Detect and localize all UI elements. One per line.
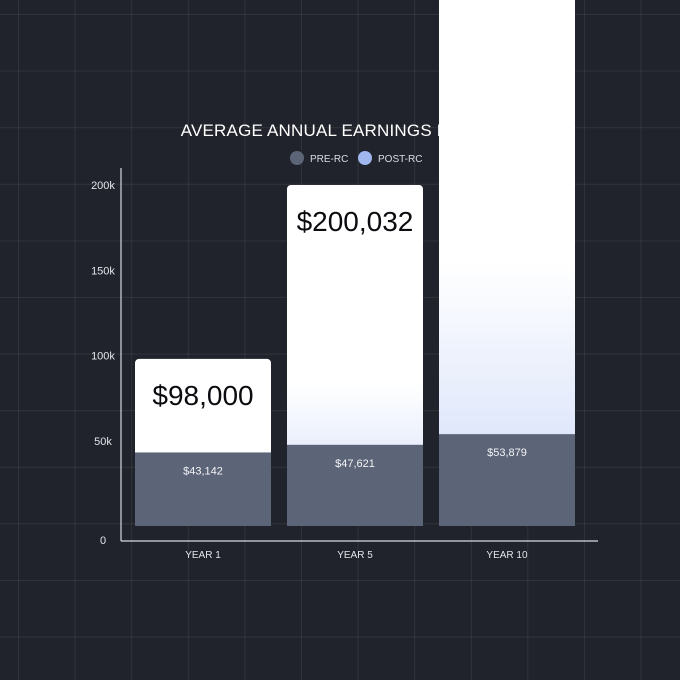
bar-label-post-rc: $200,032 [297,206,414,237]
legend-label-pre-rc: PRE-RC [310,154,348,165]
x-tick-label: YEAR 1 [185,550,221,561]
x-axis-labels: YEAR 1 YEAR 5 YEAR 10 [185,550,528,561]
legend: PRE-RC POST-RC [290,151,422,165]
bar-label-post-rc: $98,000 [152,380,253,411]
bar-pre-rc [287,444,423,526]
legend-swatch-pre-rc [290,151,304,165]
y-tick-label: 150k [91,265,115,277]
bar-label-pre-rc: $43,142 [183,465,223,477]
y-axis-ticks: 0 50k 100k 150k 200k [91,180,115,547]
x-tick-label: YEAR 5 [337,550,373,561]
chart-title: AVERAGE ANNUAL EARNINGS FOR ALUM [181,121,526,140]
bar-pre-rc [439,434,575,526]
legend-label-post-rc: POST-RC [378,154,422,165]
bar-post-rc [287,184,423,526]
y-tick-label: 0 [100,535,106,547]
bars: $98,000$43,142$200,032$47,621$367,500$53… [135,0,575,526]
y-tick-label: 200k [91,180,115,192]
bar-label-pre-rc: $47,621 [335,458,375,470]
x-tick-label: YEAR 10 [486,550,528,561]
bar-label-pre-rc: $53,879 [487,447,527,459]
legend-swatch-post-rc [358,151,372,165]
y-tick-label: 50k [94,436,112,448]
bar-pre-rc [135,452,271,526]
bar-post-rc [439,0,575,526]
y-tick-label: 100k [91,351,115,363]
